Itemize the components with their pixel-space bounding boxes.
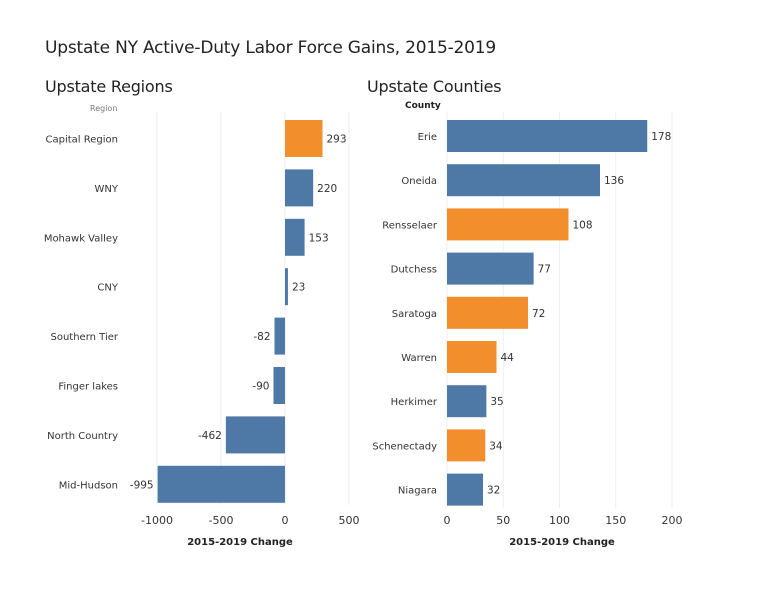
regions-x-tick-label: 0 (282, 514, 289, 527)
counties-value-label: 136 (604, 175, 624, 187)
regions-bar (285, 169, 314, 207)
counties-bar (447, 164, 600, 197)
counties-value-label: 178 (651, 131, 671, 143)
counties-x-tick-label: 150 (605, 514, 626, 527)
regions-bar (285, 120, 323, 157)
counties-value-label: 77 (538, 264, 551, 276)
regions-value-label: 23 (292, 282, 305, 294)
regions-chart-title: Upstate Regions (45, 77, 173, 96)
counties-x-tick-label: 50 (496, 514, 510, 527)
counties-bar (447, 473, 483, 506)
regions-category-label: Finger lakes (58, 382, 118, 393)
regions-category-label: WNY (95, 184, 119, 195)
counties-x-tick-label: 100 (549, 514, 570, 527)
counties-category-label: Saratoga (392, 309, 437, 320)
counties-bar (447, 252, 534, 285)
dashboard-title: Upstate NY Active-Duty Labor Force Gains… (45, 38, 497, 58)
regions-bar (157, 465, 285, 503)
regions-category-label: CNY (97, 283, 118, 294)
regions-value-label: -82 (253, 331, 270, 343)
regions-x-axis-title: 2015-2019 Change (187, 537, 293, 548)
counties-x-axis-title: 2015-2019 Change (509, 537, 615, 548)
counties-bar (447, 341, 497, 373)
counties-category-label: Herkimer (391, 397, 438, 408)
region-column-header: Region (90, 104, 118, 113)
counties-chart-title: Upstate Counties (367, 77, 502, 96)
counties-bar (447, 120, 648, 152)
regions-category-label: Southern Tier (50, 332, 118, 343)
counties-x-tick-label: 0 (444, 514, 451, 527)
counties-bar (447, 429, 486, 462)
regions-value-label: 220 (317, 183, 337, 195)
regions-x-tick-label: -1000 (141, 514, 173, 527)
counties-category-label: Oneida (401, 176, 437, 187)
counties-bar (447, 385, 487, 418)
counties-category-label: Rensselaer (382, 220, 438, 231)
counties-category-label: Niagara (398, 486, 437, 497)
regions-bar (273, 367, 285, 404)
regions-value-label: -462 (198, 430, 222, 442)
regions-x-tick-label: 500 (339, 514, 360, 527)
counties-bar (447, 208, 569, 241)
regions-bar (285, 268, 288, 306)
counties-category-label: Warren (401, 353, 437, 364)
counties-value-label: 44 (501, 352, 515, 364)
counties-value-label: 35 (490, 396, 503, 408)
counties-value-label: 32 (487, 485, 500, 497)
regions-value-label: 293 (327, 134, 347, 146)
regions-bar (225, 416, 285, 454)
regions-bar (274, 317, 285, 355)
counties-value-label: 34 (489, 440, 503, 452)
counties-x-tick-label: 200 (662, 514, 683, 527)
regions-x-tick-label: -500 (209, 514, 234, 527)
regions-category-label: North Country (47, 431, 118, 442)
counties-value-label: 72 (532, 308, 545, 320)
counties-category-label: Schenectady (372, 441, 437, 452)
counties-value-label: 108 (573, 219, 593, 231)
regions-category-label: Mohawk Valley (44, 233, 118, 244)
regions-value-label: -90 (252, 381, 269, 393)
regions-category-label: Capital Region (46, 135, 118, 146)
counties-category-label: Dutchess (391, 265, 437, 276)
regions-value-label: -995 (130, 479, 154, 491)
regions-bar (285, 218, 305, 256)
county-column-header: County (405, 101, 441, 111)
regions-category-label: Mid-Hudson (59, 480, 118, 491)
counties-category-label: Erie (418, 132, 437, 143)
counties-bar (447, 296, 528, 329)
regions-value-label: 153 (309, 232, 329, 244)
